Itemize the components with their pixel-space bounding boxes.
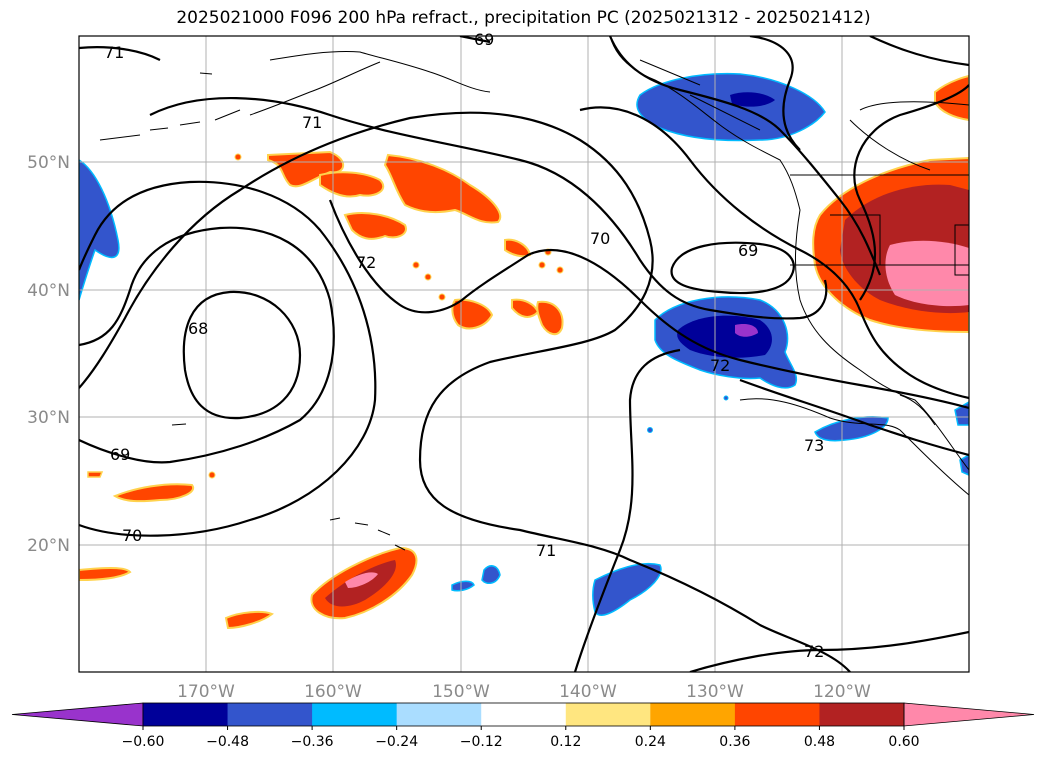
coastlines [99, 36, 969, 551]
lat-label-50n: 50°N [27, 153, 70, 173]
colorbar-tick-label: 0.24 [635, 734, 666, 750]
contour-label: 71 [536, 541, 556, 560]
lon-label-130w: 130°W [686, 682, 744, 702]
colorbar-tick-label: −0.24 [375, 734, 418, 750]
contour-label: 73 [804, 436, 824, 455]
colorbar-outline [142, 702, 905, 727]
longitude-labels: 170°W 160°W 150°W 140°W 130°W 120°W [177, 682, 871, 702]
map-frame [78, 35, 970, 673]
lat-label-30n: 30°N [27, 408, 70, 428]
colorbar-segment [650, 703, 736, 726]
refractivity-contours [79, 36, 969, 672]
lat-label-20n: 20°N [27, 536, 70, 556]
contour-labels: 71 69 71 72 68 69 70 70 69 72 73 71 72 [104, 30, 824, 661]
lon-label-140w: 140°W [559, 682, 617, 702]
contour-label: 71 [104, 43, 124, 62]
colorbar-segment [565, 703, 651, 726]
colorbar-tick-label: −0.12 [460, 734, 503, 750]
lat-label-40n: 40°N [27, 281, 70, 301]
lon-label-160w: 160°W [304, 682, 362, 702]
colorbar-segment [227, 703, 313, 726]
contour-label: 69 [738, 241, 758, 260]
colorbar-segment [734, 703, 820, 726]
colorbar-tick-label: −0.48 [206, 734, 249, 750]
colorbar-segment [312, 703, 398, 726]
contour-label: 70 [122, 526, 142, 545]
lon-label-120w: 120°W [813, 682, 871, 702]
contour-label: 72 [710, 356, 730, 375]
colorbar-tick-label: 0.60 [888, 734, 919, 750]
colorbar-segment [143, 703, 229, 726]
lon-label-170w: 170°W [177, 682, 235, 702]
colorbar-segment [396, 703, 482, 726]
map-title: 2025021000 F096 200 hPa refract., precip… [176, 8, 871, 28]
colorbar-segment [481, 703, 567, 726]
contour-label: 69 [474, 30, 494, 49]
contour-label: 72 [356, 253, 376, 272]
contour-label: 69 [110, 445, 130, 464]
colorbar-tick-label: 0.12 [550, 734, 581, 750]
contour-label: 72 [804, 642, 824, 661]
colorbar: −0.60 −0.48 −0.36 −0.24 −0.12 0.12 0.24 0.36 0.4… [11, 702, 1035, 750]
colorbar-tick-label: −0.60 [122, 734, 165, 750]
colorbar-tick-label: 0.36 [719, 734, 750, 750]
colorbar-extend-low [11, 702, 144, 727]
colorbar-segment [819, 703, 905, 726]
colorbar-tick-label: −0.36 [291, 734, 334, 750]
latitude-labels: 50°N 40°N 30°N 20°N [27, 153, 70, 556]
contour-label: 71 [302, 113, 322, 132]
contour-label: 70 [590, 229, 610, 248]
colorbar-tick-label: 0.48 [804, 734, 835, 750]
lon-label-150w: 150°W [432, 682, 490, 702]
colorbar-extend-high [903, 702, 1035, 727]
contour-label: 68 [188, 319, 208, 338]
